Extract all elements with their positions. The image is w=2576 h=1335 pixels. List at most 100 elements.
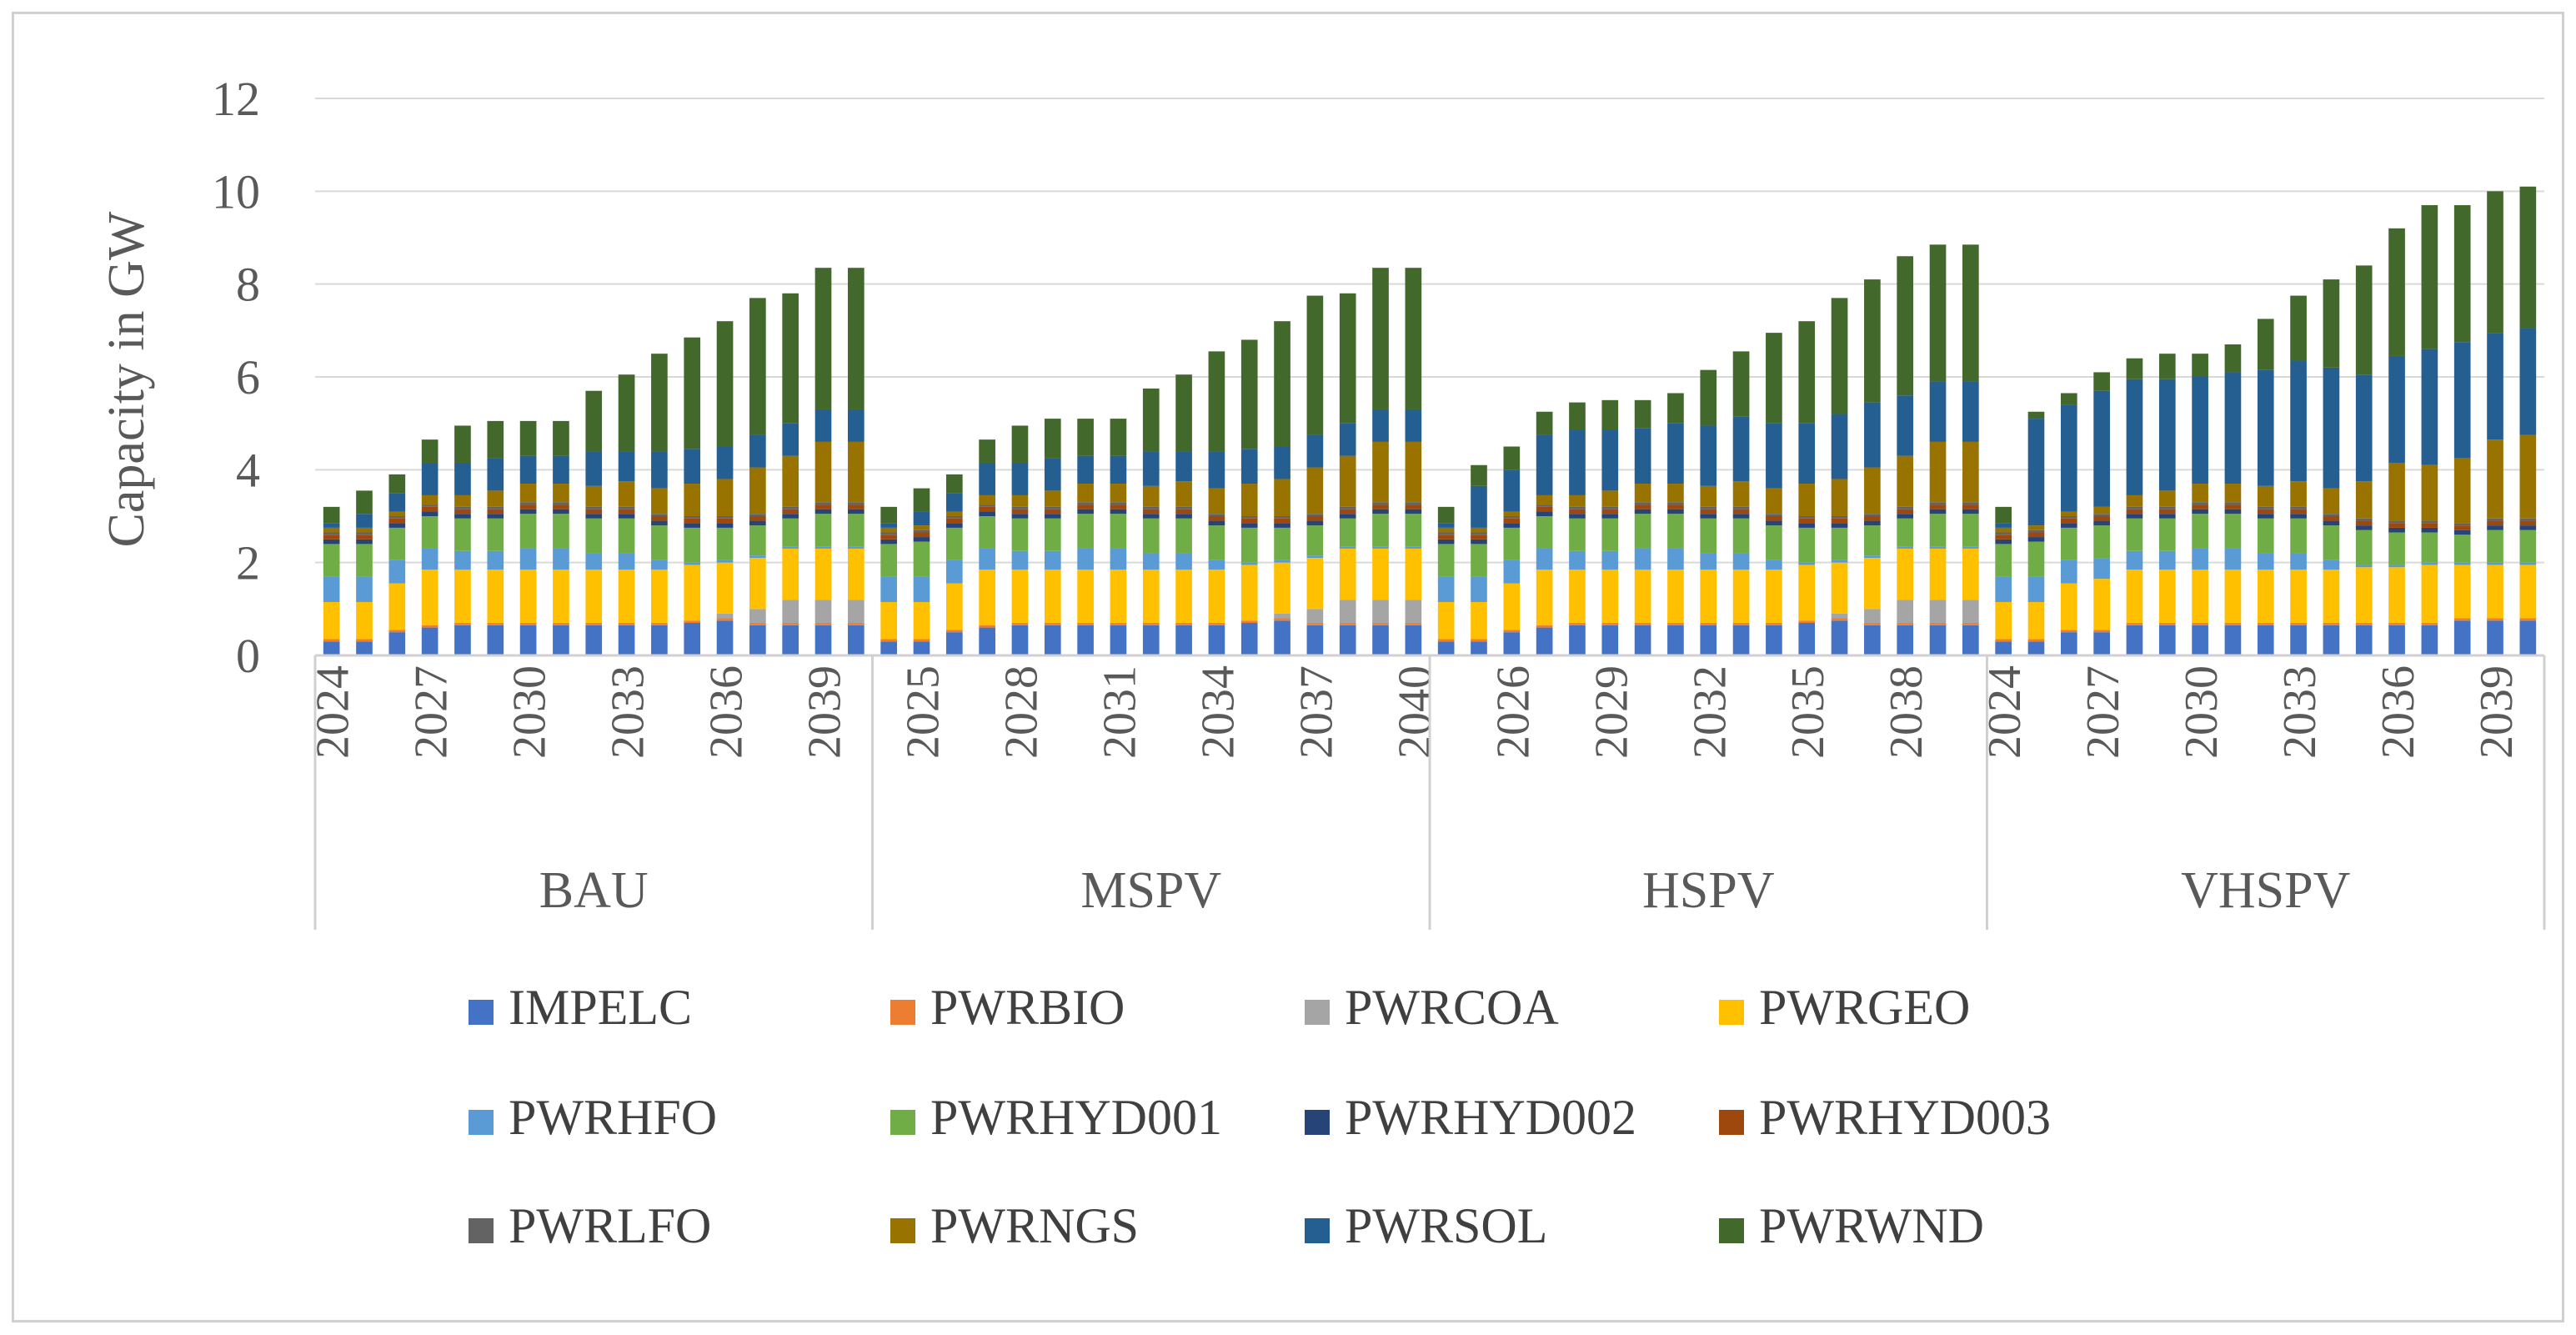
bar-segment-impelc bbox=[1306, 625, 1324, 655]
bar-segment-pwrhyd002 bbox=[1929, 509, 1947, 514]
bar-segment-pwrbio bbox=[2388, 623, 2405, 625]
bar-segment-pwrhyd003 bbox=[1503, 518, 1521, 524]
bar-segment-pwrsol bbox=[388, 493, 406, 512]
bar-segment-pwrsol bbox=[1208, 451, 1225, 489]
bar-segment-pwrgeo bbox=[1897, 548, 1914, 600]
bar-segment-pwrhyd001 bbox=[1798, 527, 1816, 563]
bar-segment-pwrhyd003 bbox=[945, 518, 963, 524]
bar-segment-pwrbio bbox=[1437, 639, 1455, 642]
bar-segment-pwrngs bbox=[1142, 485, 1160, 507]
bar-segment-impelc bbox=[880, 641, 897, 655]
bar-segment-impelc bbox=[1601, 625, 1619, 655]
bar-segment-pwrhyd002 bbox=[553, 509, 569, 514]
bar-segment-pwrsol bbox=[1077, 455, 1094, 484]
bar-segment-impelc bbox=[1208, 625, 1225, 655]
bar-segment-pwrhyd003 bbox=[1274, 518, 1291, 524]
bar-segment-pwrngs bbox=[421, 494, 439, 505]
bar-segment-pwrlfo bbox=[1864, 514, 1881, 516]
bar-segment-pwrhyd002 bbox=[323, 539, 340, 545]
bar-segment-pwrbio bbox=[1700, 623, 1717, 625]
legend-swatch-pwrgeo bbox=[1719, 1000, 1744, 1025]
bar-segment-pwrngs bbox=[1339, 455, 1356, 507]
bar-segment-pwrhyd001 bbox=[487, 518, 504, 551]
bar-segment-impelc bbox=[585, 625, 603, 655]
bar-segment-pwrbio bbox=[1011, 623, 1029, 625]
legend-label-pwrwnd: PWRWND bbox=[1759, 1198, 1984, 1253]
bar-segment-pwrngs bbox=[1240, 484, 1258, 516]
bar-segment-pwrbio bbox=[2126, 623, 2143, 625]
bar-segment-pwrhyd001 bbox=[1569, 518, 1586, 551]
bar-segment-pwrhyd001 bbox=[2453, 535, 2471, 563]
bar-segment-pwrsol bbox=[782, 423, 799, 456]
bar-segment-pwrngs bbox=[1929, 441, 1947, 503]
bar-segment-pwrhyd003 bbox=[2192, 504, 2208, 509]
bar-segment-pwrlfo bbox=[2453, 523, 2471, 526]
bar-segment-pwrhfo bbox=[618, 553, 635, 570]
bar-segment-pwrhyd003 bbox=[880, 535, 897, 540]
bar-segment-pwrngs bbox=[1766, 488, 1782, 514]
x-tick-label: 2031 bbox=[1094, 665, 1145, 759]
bar-segment-pwrgeo bbox=[1831, 562, 1848, 614]
bar-segment-pwrbio bbox=[2323, 623, 2340, 625]
bar-segment-pwrhfo bbox=[716, 560, 734, 563]
bar-segment-pwrlfo bbox=[684, 516, 701, 519]
bar-segment-impelc bbox=[1962, 625, 1979, 655]
bar-segment-pwrlfo bbox=[2290, 506, 2307, 509]
x-tick-label: 2030 bbox=[504, 665, 556, 759]
bar-segment-pwrhyd001 bbox=[2027, 541, 2045, 577]
bar-segment-pwrhyd001 bbox=[553, 514, 569, 549]
bar-segment-pwrbio bbox=[2027, 639, 2045, 642]
x-tick-label: 2026 bbox=[1487, 665, 1539, 759]
bar-segment-pwrgeo bbox=[1667, 570, 1684, 624]
bar-segment-pwrlfo bbox=[1044, 506, 1061, 509]
bar-segment-pwrngs bbox=[1798, 484, 1816, 516]
bar-segment-pwrhyd003 bbox=[388, 518, 406, 524]
bar-segment-pwrwnd bbox=[2027, 411, 2045, 419]
bar-segment-pwrhyd002 bbox=[1766, 520, 1782, 526]
legend-swatch-pwrngs bbox=[890, 1218, 915, 1243]
bar-segment-pwrhyd003 bbox=[749, 516, 766, 521]
bar-segment-impelc bbox=[1700, 625, 1717, 655]
bar-segment-pwrhyd001 bbox=[2158, 518, 2176, 551]
bar-segment-pwrcoa bbox=[1306, 609, 1324, 624]
bar-segment-pwrbio bbox=[1339, 623, 1356, 625]
bar-segment-pwrngs bbox=[1437, 527, 1455, 533]
bar-segment-pwrsol bbox=[1766, 423, 1782, 489]
bar-segment-pwrhyd002 bbox=[1077, 509, 1094, 514]
bar-segment-pwrsol bbox=[553, 455, 569, 484]
bar-segment-pwrhyd002 bbox=[519, 509, 537, 514]
bar-segment-pwrsol bbox=[716, 446, 734, 479]
bar-segment-pwrlfo bbox=[618, 506, 635, 509]
bar-segment-pwrngs bbox=[1274, 479, 1291, 516]
bar-segment-pwrngs bbox=[1897, 455, 1914, 507]
bar-segment-pwrngs bbox=[684, 484, 701, 516]
bar-segment-pwrgeo bbox=[2224, 570, 2242, 624]
bar-segment-pwrhyd002 bbox=[2388, 527, 2405, 533]
bar-segment-pwrhfo bbox=[2290, 553, 2307, 570]
bar-segment-pwrngs bbox=[356, 527, 373, 533]
bar-segment-pwrgeo bbox=[2126, 570, 2143, 624]
bar-segment-pwrngs bbox=[2355, 481, 2373, 519]
bar-segment-impelc bbox=[1536, 627, 1553, 655]
x-tick-label: 2033 bbox=[603, 665, 654, 759]
bar-segment-pwrhfo bbox=[1667, 548, 1684, 570]
bar-segment-pwrgeo bbox=[749, 558, 766, 610]
bar-segment-pwrhyd001 bbox=[388, 527, 406, 560]
bar-segment-pwrhyd002 bbox=[1471, 539, 1487, 545]
bar-segment-pwrbio bbox=[1732, 623, 1750, 625]
bar-segment-pwrngs bbox=[1732, 481, 1750, 507]
bar-segment-pwrsol bbox=[2487, 333, 2503, 440]
bar-segment-impelc bbox=[651, 625, 668, 655]
bar-segment-pwrhyd002 bbox=[1995, 539, 2012, 545]
bar-segment-impelc bbox=[618, 625, 635, 655]
bar-segment-pwrwnd bbox=[716, 321, 734, 447]
bar-segment-pwrgeo bbox=[1208, 570, 1225, 624]
bar-segment-impelc bbox=[1995, 641, 2012, 655]
bar-segment-pwrhfo bbox=[1798, 562, 1816, 565]
bar-segment-pwrngs bbox=[1995, 527, 2012, 533]
bar-segment-pwrhyd002 bbox=[1175, 514, 1192, 519]
bar-segment-pwrsol bbox=[2323, 367, 2340, 489]
bar-segment-pwrlfo bbox=[1077, 502, 1094, 505]
bar-segment-pwrgeo bbox=[1011, 570, 1029, 624]
